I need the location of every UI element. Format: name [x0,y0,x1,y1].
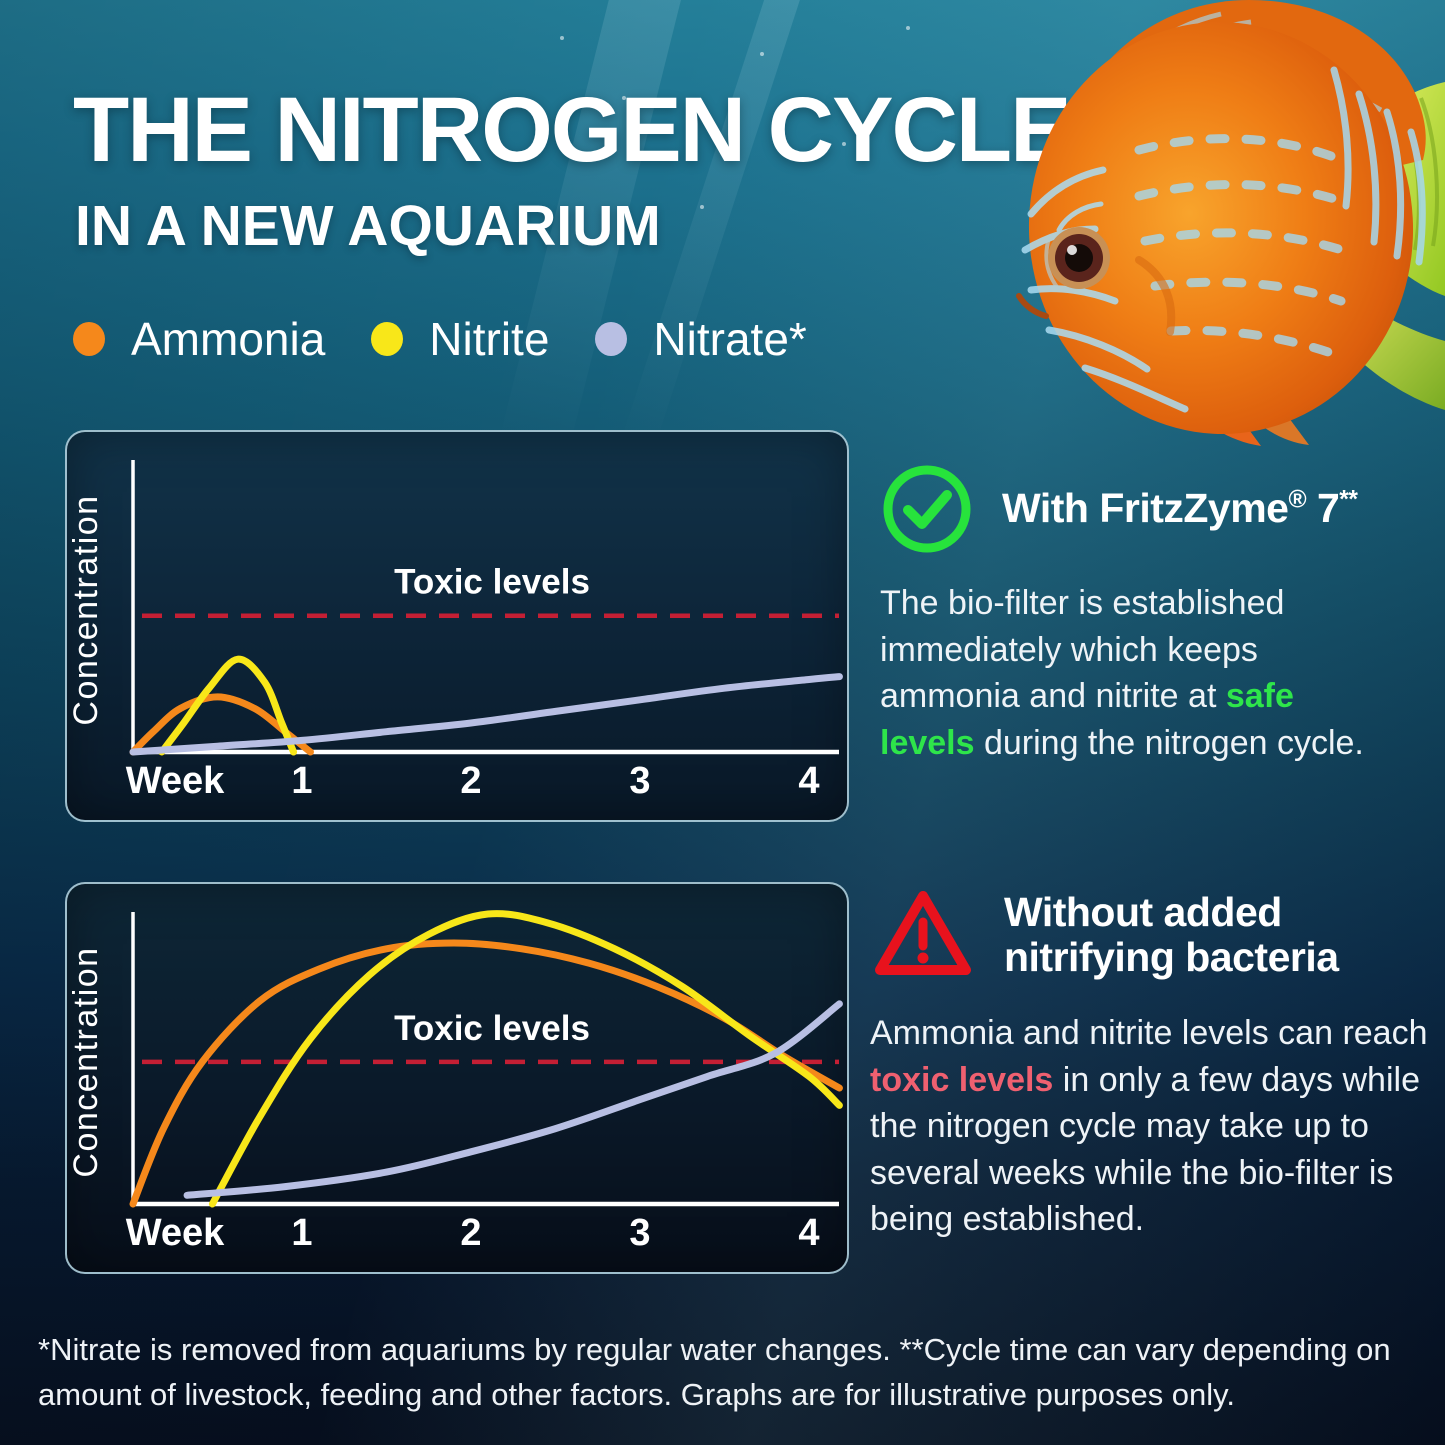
toxic-levels-highlight: toxic levels [870,1060,1054,1099]
body-text: Ammonia and nitrite levels can reach [870,1014,1428,1052]
body-text: in only a few days while the nitrogen cy… [870,1060,1420,1239]
footnote-line: amount of livestock, feeding and other f… [38,1376,1235,1412]
info-panel-with-fritzzyme: With FritzZyme® 7** The bio-filter is es… [880,462,1428,766]
footnote-asterisks: ** [1339,486,1358,514]
bubble-speck [906,26,910,30]
legend-item-nitrite: Nitrite [371,312,549,366]
svg-text:3: 3 [629,760,650,802]
line-chart-with-fritzzyme: Toxic levels Concentration Week 1 2 3 4 [67,460,843,802]
page-title: THE NITROGEN CYCLE [73,79,1071,181]
heading-row: Without added nitrifying bacteria [870,886,1435,984]
nitrite-dot-icon [371,322,404,356]
page-subtitle: IN A NEW AQUARIUM [75,194,661,258]
info-heading: Without added nitrifying bacteria [1004,888,1339,980]
bubble-speck [760,52,764,56]
svg-text:Toxic levels: Toxic levels [394,1009,590,1048]
check-circle-icon [883,465,971,553]
svg-text:Toxic levels: Toxic levels [394,563,590,602]
legend-label: Nitrate* [653,313,807,365]
svg-text:1: 1 [291,1212,312,1254]
chart-with-fritzzyme: Toxic levels Concentration Week 1 2 3 4 [65,430,849,822]
chart-legend: Ammonia Nitrite Nitrate* [73,312,807,366]
chart-without-bacteria: Toxic levels Concentration Week 1 2 3 4 [65,882,849,1274]
body-text: The bio-filter is established immediatel… [880,584,1285,716]
legend-item-ammonia: Ammonia [73,312,325,366]
nitrate-dot-icon [595,322,628,356]
svg-text:2: 2 [460,760,481,802]
registered-mark: ® [1288,486,1307,514]
footnote-line: *Nitrate is removed from aquariums by re… [38,1332,1391,1367]
legend-label: Nitrite [429,313,550,365]
ammonia-dot-icon [73,322,105,356]
legend-label: Ammonia [131,313,326,365]
info-heading: With FritzZyme® 7** [1002,485,1358,532]
svg-text:3: 3 [629,1212,650,1254]
safe-levels-highlight: safe levels [880,677,1294,762]
line-chart-without-bacteria: Toxic levels Concentration Week 1 2 3 4 [67,910,843,1254]
svg-text:Concentration: Concentration [67,494,105,725]
body-text: during the nitrogen cycle. [974,723,1364,762]
heading-text: With FritzZyme [1002,485,1289,532]
title-block: THE NITROGEN CYCLE IN A NEW AQUARIUM [73,79,1071,258]
info-panel-without-bacteria: Without added nitrifying bacteria Ammoni… [870,886,1435,1243]
heading-text: 7 [1306,485,1340,532]
svg-text:Week: Week [126,760,225,802]
discus-fish-illustration [1016,0,1445,446]
svg-text:Concentration: Concentration [67,946,105,1177]
svg-text:Week: Week [126,1212,225,1254]
info-body-text: Ammonia and nitrite levels can reach tox… [870,1010,1430,1243]
svg-text:1: 1 [291,760,312,802]
heading-row: With FritzZyme® 7** [880,462,1428,556]
footnote: *Nitrate is removed from aquariums by re… [38,1328,1418,1418]
warning-triangle-icon [875,891,971,975]
legend-item-nitrate: Nitrate* [595,312,807,366]
info-body-text: The bio-filter is established immediatel… [880,580,1385,766]
svg-text:2: 2 [460,1212,481,1254]
svg-text:4: 4 [798,1212,819,1254]
svg-text:4: 4 [798,760,819,802]
bubble-speck [560,36,564,40]
